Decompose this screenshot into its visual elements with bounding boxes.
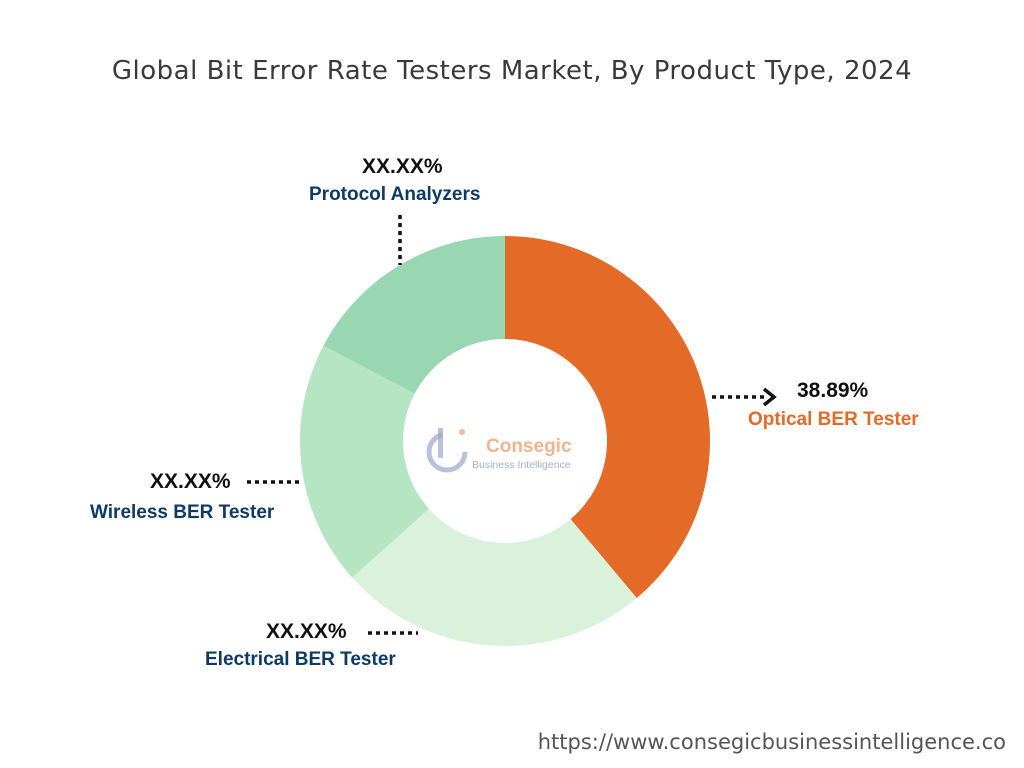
- donut-slice-wireless: [300, 345, 429, 578]
- slice-label-electrical: Electrical BER Tester: [205, 649, 396, 670]
- logo-name: Consegic: [486, 436, 572, 457]
- arrow-icon: [762, 387, 777, 407]
- slice-value-electrical: XX.XX%: [266, 620, 347, 643]
- leader-lines: [247, 215, 777, 635]
- slice-label-protocol: Protocol Analyzers: [309, 184, 481, 205]
- slice-value-wireless: XX.XX%: [150, 470, 231, 493]
- slice-value-optical: 38.89%: [797, 379, 869, 402]
- logo-tagline: Business Intelligence: [472, 459, 571, 471]
- donut-slice-optical: [505, 236, 711, 599]
- donut-slice-protocol: [323, 235, 505, 394]
- logo-dot: [459, 429, 465, 435]
- logo-bar: [438, 428, 443, 458]
- slice-value-protocol: XX.XX%: [362, 155, 443, 178]
- donut-slice-electrical: [352, 508, 637, 647]
- chart-title: Global Bit Error Rate Testers Market, By…: [111, 56, 913, 86]
- slice-label-wireless: Wireless BER Tester: [90, 502, 275, 523]
- slice-label-optical: Optical BER Tester: [748, 409, 919, 430]
- logo-ring: [426, 431, 468, 473]
- consegic-logo: Consegic Business Intelligence: [426, 428, 572, 473]
- source-url: https://www.consegicbusinessintelligence…: [537, 730, 1006, 754]
